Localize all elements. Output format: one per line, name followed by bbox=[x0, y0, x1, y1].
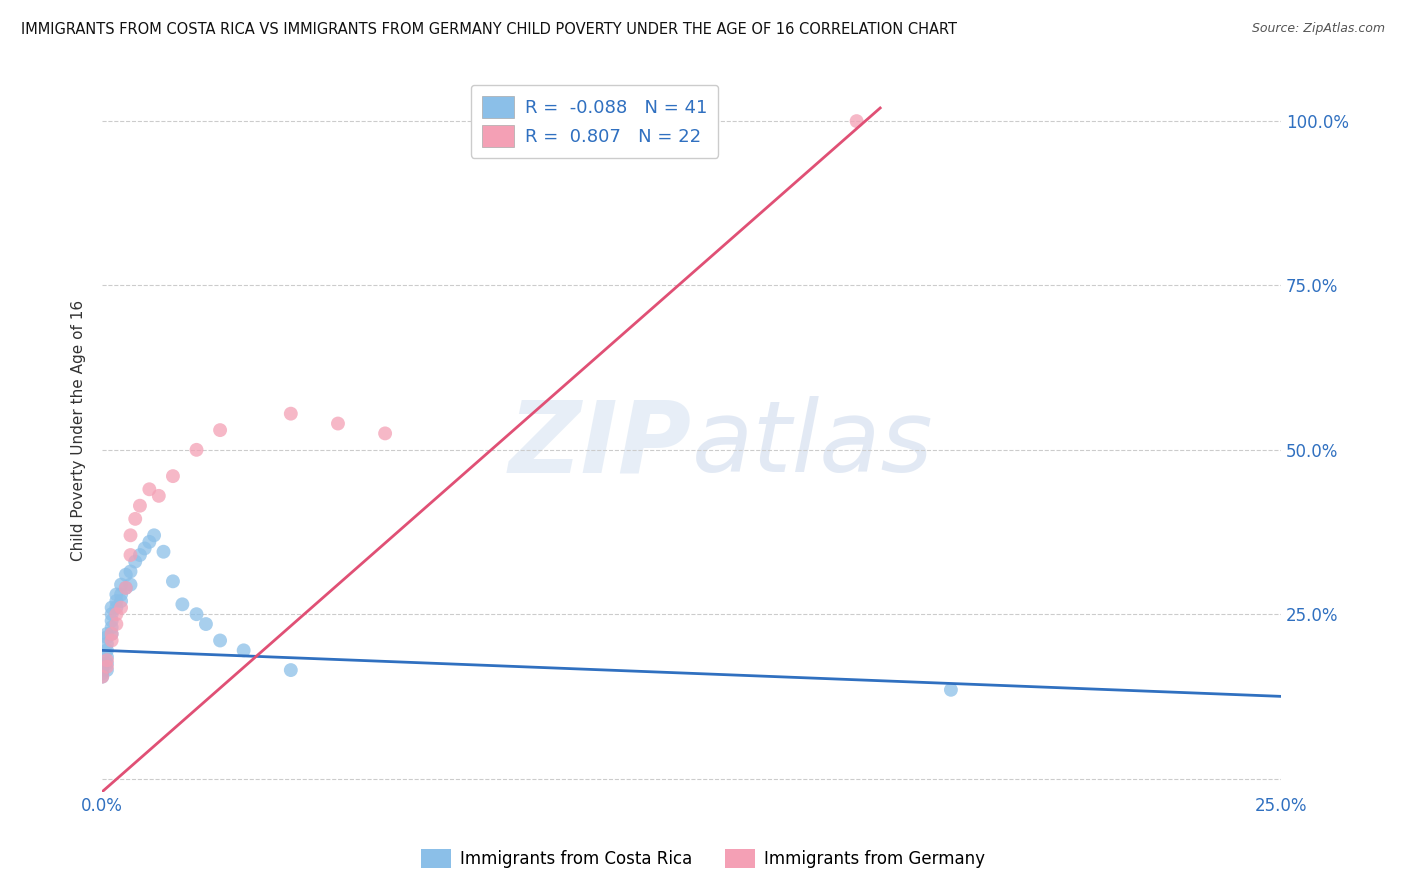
Point bbox=[120, 577, 142, 591]
Point bbox=[152, 545, 174, 559]
Point bbox=[114, 581, 136, 595]
Point bbox=[100, 620, 122, 634]
Point bbox=[143, 528, 166, 542]
Point bbox=[124, 512, 146, 526]
Point bbox=[91, 660, 114, 674]
Point bbox=[96, 643, 118, 657]
Point bbox=[105, 587, 128, 601]
Point bbox=[120, 528, 142, 542]
Point bbox=[114, 567, 136, 582]
Point bbox=[209, 633, 232, 648]
Point bbox=[110, 600, 132, 615]
Point bbox=[100, 627, 122, 641]
Text: IMMIGRANTS FROM COSTA RICA VS IMMIGRANTS FROM GERMANY CHILD POVERTY UNDER THE AG: IMMIGRANTS FROM COSTA RICA VS IMMIGRANTS… bbox=[21, 22, 957, 37]
Point bbox=[186, 607, 208, 622]
Point bbox=[172, 597, 194, 611]
Point bbox=[96, 630, 118, 644]
Text: atlas: atlas bbox=[692, 396, 934, 493]
Point bbox=[110, 577, 132, 591]
Point bbox=[326, 417, 349, 431]
Point bbox=[96, 653, 118, 667]
Point bbox=[162, 469, 184, 483]
Point bbox=[138, 534, 160, 549]
Point bbox=[186, 442, 208, 457]
Point bbox=[91, 663, 114, 677]
Point bbox=[100, 600, 122, 615]
Point bbox=[110, 587, 132, 601]
Point bbox=[110, 594, 132, 608]
Point bbox=[100, 607, 122, 622]
Point bbox=[96, 627, 118, 641]
Y-axis label: Child Poverty Under the Age of 16: Child Poverty Under the Age of 16 bbox=[72, 300, 86, 561]
Point bbox=[232, 643, 254, 657]
Point bbox=[280, 407, 302, 421]
Point bbox=[100, 633, 122, 648]
Point bbox=[124, 555, 146, 569]
Point bbox=[100, 627, 122, 641]
Point bbox=[91, 670, 114, 684]
Point bbox=[845, 114, 868, 128]
Point bbox=[96, 660, 118, 674]
Point bbox=[91, 670, 114, 684]
Point bbox=[280, 663, 302, 677]
Text: ZIP: ZIP bbox=[509, 396, 692, 493]
Point bbox=[114, 581, 136, 595]
Text: Source: ZipAtlas.com: Source: ZipAtlas.com bbox=[1251, 22, 1385, 36]
Point bbox=[100, 614, 122, 628]
Point bbox=[209, 423, 232, 437]
Point bbox=[129, 499, 152, 513]
Legend: R =  -0.088   N = 41, R =  0.807   N = 22: R = -0.088 N = 41, R = 0.807 N = 22 bbox=[471, 85, 718, 158]
Point bbox=[96, 657, 118, 671]
Point bbox=[105, 594, 128, 608]
Point bbox=[105, 607, 128, 622]
Point bbox=[939, 682, 962, 697]
Point bbox=[129, 548, 152, 562]
Point bbox=[134, 541, 156, 556]
Point bbox=[162, 574, 184, 589]
Point bbox=[374, 426, 396, 441]
Point bbox=[105, 617, 128, 632]
Point bbox=[148, 489, 170, 503]
Point bbox=[120, 548, 142, 562]
Point bbox=[91, 657, 114, 671]
Point bbox=[138, 483, 160, 497]
Legend: Immigrants from Costa Rica, Immigrants from Germany: Immigrants from Costa Rica, Immigrants f… bbox=[415, 843, 991, 875]
Point bbox=[105, 600, 128, 615]
Point bbox=[96, 637, 118, 651]
Point bbox=[96, 663, 118, 677]
Point bbox=[96, 649, 118, 664]
Point bbox=[91, 666, 114, 681]
Point bbox=[120, 565, 142, 579]
Point bbox=[194, 617, 217, 632]
